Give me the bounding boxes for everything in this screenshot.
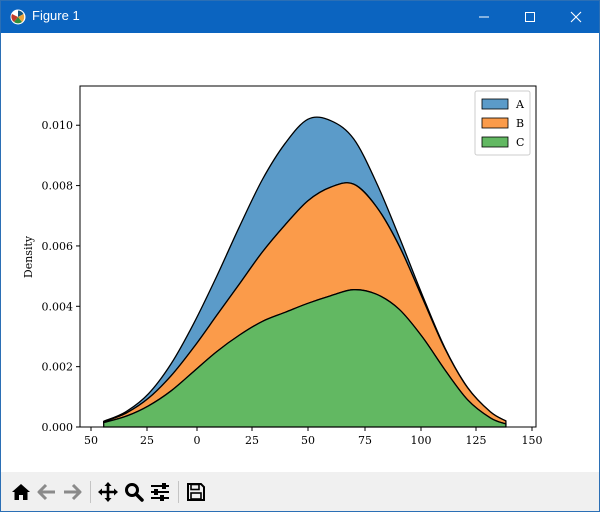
density-chart: 50 25 0 25 50 75 100 125 150 0.000 0.002 0.004 0.00… bbox=[22, 85, 543, 447]
toolbar-separator bbox=[178, 481, 179, 503]
legend-swatch-c bbox=[481, 136, 509, 148]
x-tick-label: 25 bbox=[140, 434, 154, 447]
y-tick-label: 0.000 bbox=[42, 421, 74, 434]
save-button[interactable] bbox=[185, 481, 207, 503]
zoom-button[interactable] bbox=[123, 481, 145, 503]
legend-swatch-b bbox=[481, 117, 509, 129]
maximize-icon bbox=[525, 12, 535, 22]
close-button[interactable] bbox=[553, 1, 599, 33]
home-icon bbox=[12, 484, 30, 500]
x-tick-label: 50 bbox=[301, 434, 315, 447]
legend-swatch-a bbox=[481, 98, 509, 110]
toolbar-separator bbox=[90, 481, 91, 503]
x-tick-label: 125 bbox=[466, 434, 487, 447]
navigation-toolbar bbox=[1, 472, 599, 511]
y-tick-label: 0.002 bbox=[42, 361, 74, 374]
floppy-disk-icon bbox=[187, 483, 205, 501]
figure-canvas[interactable]: 50 25 0 25 50 75 100 125 150 0.000 0.002 0.004 0.00… bbox=[1, 33, 599, 471]
configure-subplots-button[interactable] bbox=[149, 481, 171, 503]
move-icon bbox=[98, 482, 118, 502]
sliders-icon bbox=[151, 483, 169, 501]
legend-label-c: C bbox=[516, 136, 524, 149]
maximize-button[interactable] bbox=[507, 1, 553, 33]
arrow-left-icon bbox=[37, 483, 55, 501]
minimize-button[interactable] bbox=[461, 1, 507, 33]
y-tick-label: 0.008 bbox=[42, 180, 74, 193]
legend-label-a: A bbox=[515, 98, 525, 111]
y-tick-label: 0.010 bbox=[42, 119, 74, 132]
x-tick-label: 0 bbox=[194, 434, 201, 447]
matplotlib-logo-icon bbox=[10, 9, 26, 25]
y-tick-label: 0.006 bbox=[42, 240, 74, 253]
x-tick-label: 50 bbox=[84, 434, 98, 447]
home-button[interactable] bbox=[10, 481, 32, 503]
minimize-icon bbox=[479, 16, 489, 18]
window-title: Figure 1 bbox=[32, 8, 80, 23]
pan-button[interactable] bbox=[97, 481, 119, 503]
x-tick-label: 100 bbox=[411, 434, 432, 447]
x-tick-label: 150 bbox=[522, 434, 543, 447]
legend-label-b: B bbox=[516, 117, 524, 130]
close-icon bbox=[570, 11, 582, 23]
y-axis-label: Density bbox=[22, 235, 35, 278]
forward-button[interactable] bbox=[61, 481, 83, 503]
x-tick-label: 75 bbox=[358, 434, 372, 447]
y-tick-label: 0.004 bbox=[42, 300, 74, 313]
legend: ABC bbox=[474, 90, 531, 156]
magnifier-icon bbox=[125, 483, 144, 502]
back-button[interactable] bbox=[36, 481, 58, 503]
arrow-right-icon bbox=[64, 483, 82, 501]
title-bar[interactable]: Figure 1 bbox=[1, 1, 599, 33]
x-tick-label: 25 bbox=[245, 434, 259, 447]
